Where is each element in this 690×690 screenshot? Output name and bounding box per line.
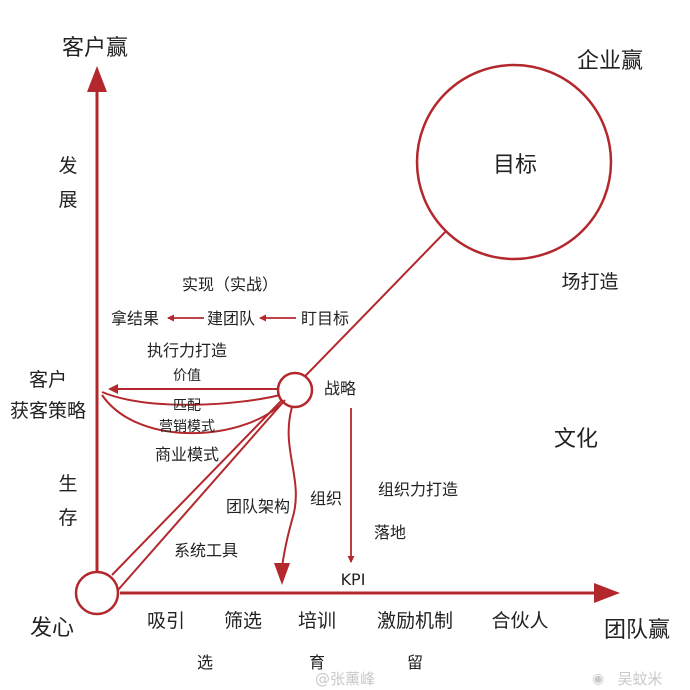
landing-label: 落地: [374, 523, 406, 542]
value-label: 价值: [173, 368, 201, 384]
x-item-partner: 合伙人: [491, 610, 548, 632]
goal-label: 目标: [493, 153, 537, 178]
x-item-attract: 吸引: [147, 610, 185, 632]
curve-business-model: [101, 394, 286, 435]
organization-label: 组织: [310, 489, 342, 508]
origin-label: 发心: [30, 616, 74, 641]
origin-circle: [74, 570, 120, 616]
weibo-icon: ◉: [592, 671, 604, 687]
x-sub-cultivate: 育: [309, 653, 325, 672]
strategy-node: [276, 371, 314, 409]
customer-subtitle: 获客策略: [10, 400, 86, 422]
y-axis-arrowhead: [87, 66, 107, 92]
step-watch-goal: 盯目标: [301, 309, 349, 328]
y-axis-label: 客户赢: [62, 36, 128, 61]
x-item-incentive: 激励机制: [377, 610, 453, 632]
business-model-label: 商业模式: [155, 445, 219, 464]
customer-title: 客户: [29, 369, 67, 391]
stage-develop-2: 展: [58, 189, 77, 211]
diagonal-second: [117, 399, 286, 591]
scene-build-label: 场打造: [561, 271, 618, 293]
watermark-left: @张薰峰: [315, 670, 375, 688]
marketing-label: 营销模式: [159, 419, 215, 435]
team-structure-curve: [281, 406, 297, 571]
team-structure-arrowhead: [274, 563, 290, 585]
x-item-screen: 筛选: [224, 610, 262, 632]
x-item-train: 培训: [298, 610, 336, 632]
org-build-label: 组织力打造: [378, 480, 458, 499]
team-structure-label: 团队架构: [226, 497, 290, 516]
stage-survive-2: 存: [58, 507, 77, 529]
step-result: 拿结果: [111, 309, 159, 328]
step-build-team: 建团队: [207, 309, 255, 328]
stage-develop-1: 发: [58, 155, 77, 177]
x-sub-retain: 留: [407, 653, 423, 672]
system-tools-label: 系统工具: [174, 541, 238, 560]
stage-survive-1: 生: [58, 473, 77, 495]
x-axis-label: 团队赢: [604, 618, 670, 643]
kpi-label: KPI: [341, 570, 366, 589]
watermark-right: 吴蚊米: [617, 670, 662, 688]
execution-header: 实现（实战）: [182, 275, 278, 294]
execution-power-label: 执行力打造: [147, 341, 227, 360]
diagonal-label: 企业赢: [577, 49, 643, 74]
curve-value: [101, 391, 281, 406]
x-axis-arrowhead: [594, 583, 620, 603]
match-label: 匹配: [173, 398, 201, 414]
goal-circle: [415, 63, 613, 261]
strategy-label: 战略: [324, 379, 356, 398]
x-sub-select: 选: [197, 653, 213, 672]
culture-label: 文化: [554, 427, 598, 452]
